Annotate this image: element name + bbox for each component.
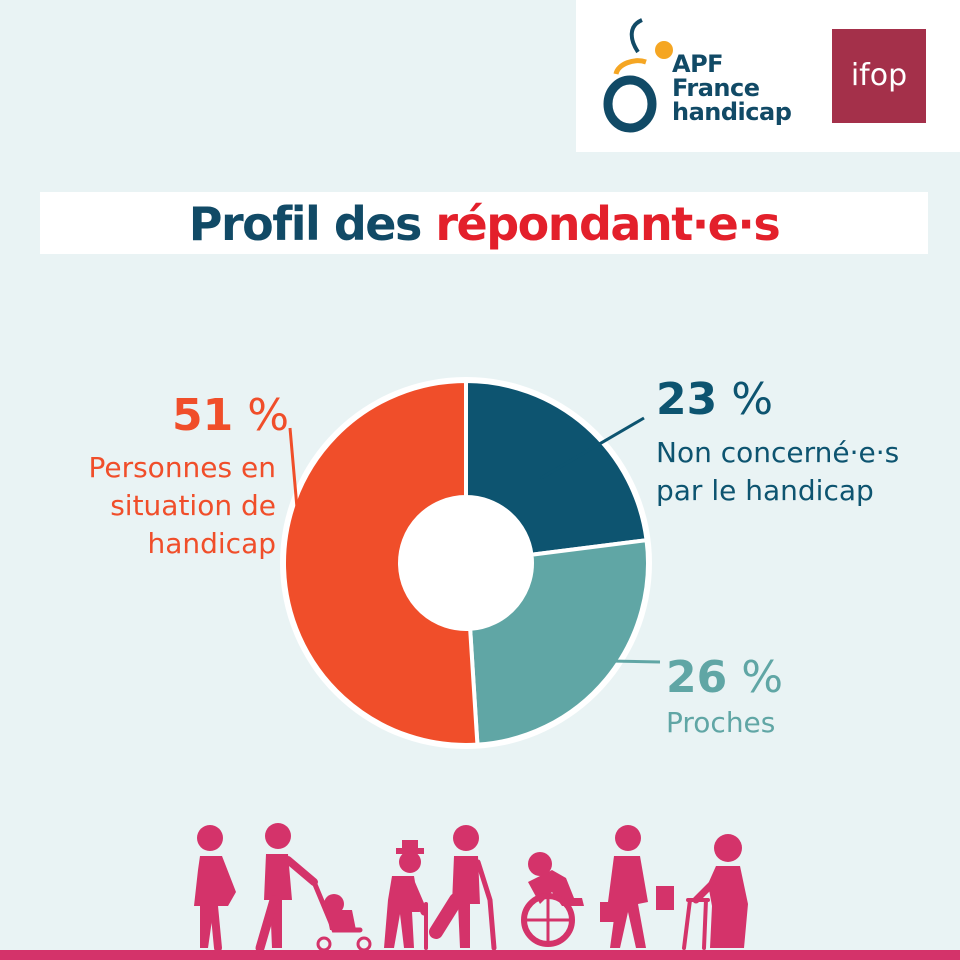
pregnant-woman-icon xyxy=(194,825,236,952)
page-title: Profil des répondant·e·s xyxy=(40,192,928,254)
apf-line: APF xyxy=(672,50,724,78)
pct-unit: % xyxy=(247,390,290,441)
parent-with-stroller-icon xyxy=(255,823,372,953)
label-line: situation de xyxy=(110,489,276,522)
label-line: Non concerné·e·s xyxy=(656,436,900,469)
leader-line xyxy=(583,658,661,664)
donut-slice xyxy=(282,378,480,747)
ground-line xyxy=(0,950,960,960)
title-bar: Profil des répondant·e·s xyxy=(40,192,928,254)
logo-panel: ifop xyxy=(576,0,960,152)
leader-line xyxy=(288,427,304,569)
label-line: Proches xyxy=(666,706,776,739)
pct-unit: % xyxy=(731,374,774,425)
donut-slice xyxy=(468,537,650,747)
elderly-man-with-cane-icon xyxy=(384,840,428,950)
wheelchair-user-icon xyxy=(521,852,584,947)
pct-number: 51 xyxy=(172,390,234,441)
pct-number: 26 xyxy=(666,652,728,703)
label-line: handicap xyxy=(147,527,276,560)
title-part-1: Profil des xyxy=(188,197,423,251)
ifop-logo: ifop xyxy=(832,29,926,123)
label-26-percent: 26 % xyxy=(666,656,783,700)
apf-logo-icon xyxy=(603,18,673,133)
pct-unit: % xyxy=(741,652,784,703)
label-23-text: Non concerné·e·s par le handicap xyxy=(656,434,899,510)
leader-line xyxy=(539,416,645,480)
apf-line: France xyxy=(672,74,760,102)
label-26-text: Proches xyxy=(666,704,775,742)
person-with-bags-icon xyxy=(600,825,674,948)
person-with-crutch-icon xyxy=(429,825,497,951)
apf-line: handicap xyxy=(672,98,792,126)
label-line: par le handicap xyxy=(656,474,874,507)
label-51-percent: 51 % xyxy=(172,394,289,438)
elderly-woman-with-walker-icon xyxy=(682,834,748,950)
label-51-text: Personnes en situation de handicap xyxy=(40,449,276,563)
pct-number: 23 xyxy=(656,374,718,425)
label-23-percent: 23 % xyxy=(656,378,773,422)
label-line: Personnes en xyxy=(88,451,276,484)
title-part-2: répondant·e·s xyxy=(435,197,780,251)
apf-logo-text: APF France handicap xyxy=(672,50,792,126)
